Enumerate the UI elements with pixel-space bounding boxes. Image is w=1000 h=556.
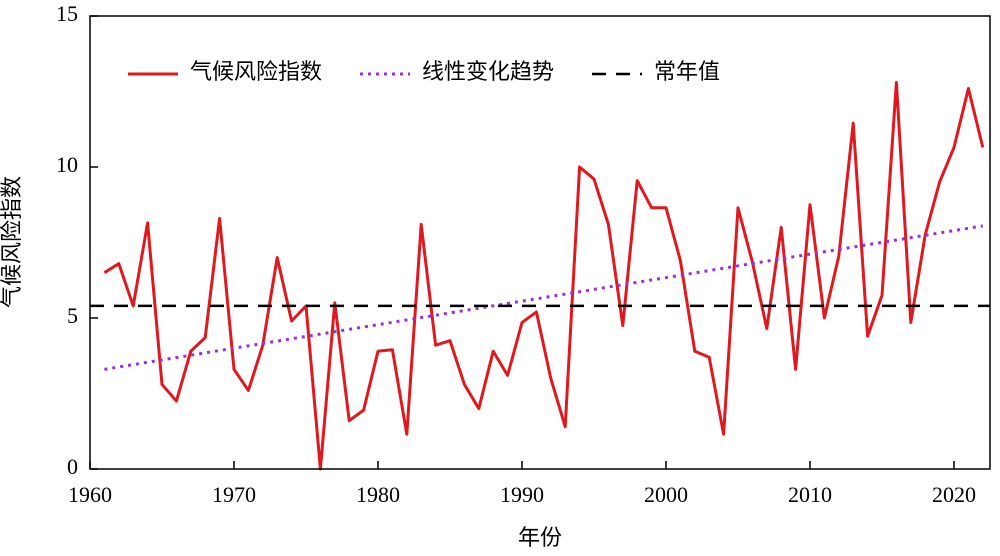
x-tick-label: 2020 — [932, 482, 976, 507]
y-tick-label: 15 — [56, 1, 78, 26]
series-line — [103, 80, 985, 471]
legend-label: 气候风险指数 — [190, 59, 322, 84]
x-tick-label: 1980 — [356, 482, 400, 507]
x-tick-label: 2000 — [644, 482, 688, 507]
plot-frame — [89, 15, 991, 470]
x-tick-label: 1970 — [212, 482, 256, 507]
x-tick-label: 1990 — [500, 482, 544, 507]
legend-label: 常年值 — [654, 59, 720, 84]
x-tick-label: 1960 — [68, 482, 112, 507]
x-tick-label: 2010 — [788, 482, 832, 507]
legend-label: 线性变化趋势 — [422, 59, 554, 84]
y-tick-label: 10 — [56, 152, 78, 177]
x-axis-label: 年份 — [518, 525, 562, 550]
y-tick-label: 5 — [67, 303, 78, 328]
y-tick-label: 0 — [67, 454, 78, 479]
y-axis-label: 气候风险指数 — [0, 176, 24, 308]
